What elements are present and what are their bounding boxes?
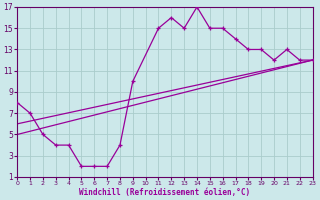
X-axis label: Windchill (Refroidissement éolien,°C): Windchill (Refroidissement éolien,°C) [79,188,251,197]
